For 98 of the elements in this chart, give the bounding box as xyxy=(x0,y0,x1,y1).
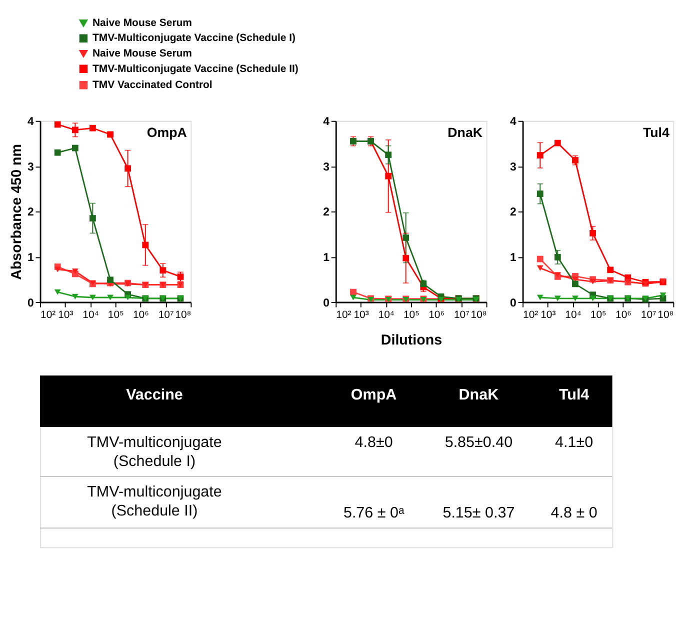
y-tick-label: 2 xyxy=(323,206,330,219)
point xyxy=(107,294,114,300)
point xyxy=(660,292,666,298)
y-tick-label: 3 xyxy=(27,161,34,174)
y-tick-label: 0 xyxy=(27,297,34,310)
text: TMV-multiconjugate (Schedule I) xyxy=(87,434,222,470)
y-axis-title: Absorbance 450 nm xyxy=(8,144,25,280)
x-tick-label: 10³ xyxy=(354,310,370,321)
x-tick-label: 10⁸ xyxy=(658,310,674,321)
legend-label: Naive Mouse Serum xyxy=(92,18,192,29)
point xyxy=(72,126,78,134)
x-tick-label: 10⁴ xyxy=(82,310,99,321)
x-tick-label: 10⁶ xyxy=(616,310,632,321)
y-tick-label: 0 xyxy=(323,297,330,310)
point xyxy=(536,265,544,271)
point xyxy=(350,294,356,300)
x-axis-title: Dilutions xyxy=(380,332,442,348)
text: 4.1±0 xyxy=(555,434,594,451)
point xyxy=(572,157,578,164)
point xyxy=(160,267,166,274)
text: 4.8±0 xyxy=(354,434,393,451)
x-tick-label: 10⁵ xyxy=(590,310,606,321)
x-tick-label: 10⁵ xyxy=(108,310,124,321)
x-tick-label: 10³ xyxy=(540,310,556,321)
legend-label: TMV-Multiconjugate Vaccine (Schedule II) xyxy=(92,64,298,75)
x-tick-label: 10³ xyxy=(58,310,74,321)
point xyxy=(402,254,410,262)
y-tick-label: 1 xyxy=(27,252,34,264)
text: 5.76 ± 0ᵃ xyxy=(343,504,404,522)
point xyxy=(572,296,578,302)
text: Tul4 xyxy=(558,386,590,404)
point xyxy=(124,294,132,300)
x-tick-label: 10⁶ xyxy=(428,310,445,321)
x-tick-label: 10⁷ xyxy=(158,310,174,321)
text: 5.15± 0.37 xyxy=(442,504,515,522)
point xyxy=(72,268,78,274)
x-tick-label: 10⁷ xyxy=(640,310,657,321)
point xyxy=(554,254,561,260)
point xyxy=(536,190,544,197)
y-tick-label: 4 xyxy=(510,116,517,128)
point xyxy=(536,256,544,262)
text: DnaK xyxy=(458,386,499,404)
point xyxy=(90,215,96,222)
point xyxy=(142,242,149,248)
point xyxy=(107,276,114,284)
chart-title: OmpA xyxy=(146,125,188,140)
x-tick-label: 10² xyxy=(523,310,539,321)
text: TMV-multiconjugate (Schedule II) xyxy=(87,484,222,520)
legend-label: TMV Vaccinated Control xyxy=(92,80,212,91)
x-tick-label: 10⁸ xyxy=(470,310,487,321)
point xyxy=(402,234,410,241)
point xyxy=(54,149,61,156)
point xyxy=(536,152,544,158)
point xyxy=(590,296,596,302)
point xyxy=(54,289,61,295)
point xyxy=(554,296,561,302)
text: 4.8 ± 0 xyxy=(550,504,598,522)
x-tick-label: 10⁴ xyxy=(378,310,394,321)
point xyxy=(90,294,96,300)
point xyxy=(54,121,61,128)
point xyxy=(536,294,544,300)
text: 5.85±0.40 xyxy=(444,434,513,451)
chart-title: Tul4 xyxy=(642,125,670,140)
x-tick-label: 10² xyxy=(336,310,352,321)
y-tick-label: 3 xyxy=(323,161,330,174)
y-tick-label: 0 xyxy=(510,297,516,310)
y-tick-label: 2 xyxy=(510,206,516,219)
point xyxy=(72,144,78,152)
point xyxy=(385,152,392,158)
point xyxy=(177,273,184,280)
y-tick-label: 4 xyxy=(27,116,34,128)
point xyxy=(72,294,78,300)
point xyxy=(107,131,114,138)
x-tick-label: 10⁵ xyxy=(403,310,420,321)
x-tick-label: 10⁴ xyxy=(565,310,582,321)
legend-label: Naive Mouse Serum xyxy=(92,48,192,60)
chart-title: DnaK xyxy=(448,125,483,140)
text: OmpA xyxy=(350,386,397,404)
point xyxy=(607,266,614,274)
text: Vaccine xyxy=(126,386,183,404)
point xyxy=(54,266,61,272)
y-tick-label: 4 xyxy=(323,116,330,128)
point xyxy=(590,230,596,236)
point xyxy=(590,278,596,284)
point xyxy=(385,172,392,180)
x-tick-label: 10⁸ xyxy=(175,310,192,321)
point xyxy=(554,140,561,146)
point xyxy=(124,165,132,172)
legend-label: TMV-Multiconjugate Vaccine (Schedule I) xyxy=(92,33,296,44)
y-tick-label: 2 xyxy=(27,206,34,219)
x-tick-label: 10⁷ xyxy=(454,310,470,321)
x-tick-label: 10² xyxy=(40,310,56,321)
y-tick-label: 3 xyxy=(510,161,516,174)
point xyxy=(90,124,96,132)
point xyxy=(572,280,578,288)
y-tick-label: 1 xyxy=(323,252,330,264)
y-tick-label: 1 xyxy=(510,252,517,264)
x-tick-label: 10⁶ xyxy=(132,310,149,321)
